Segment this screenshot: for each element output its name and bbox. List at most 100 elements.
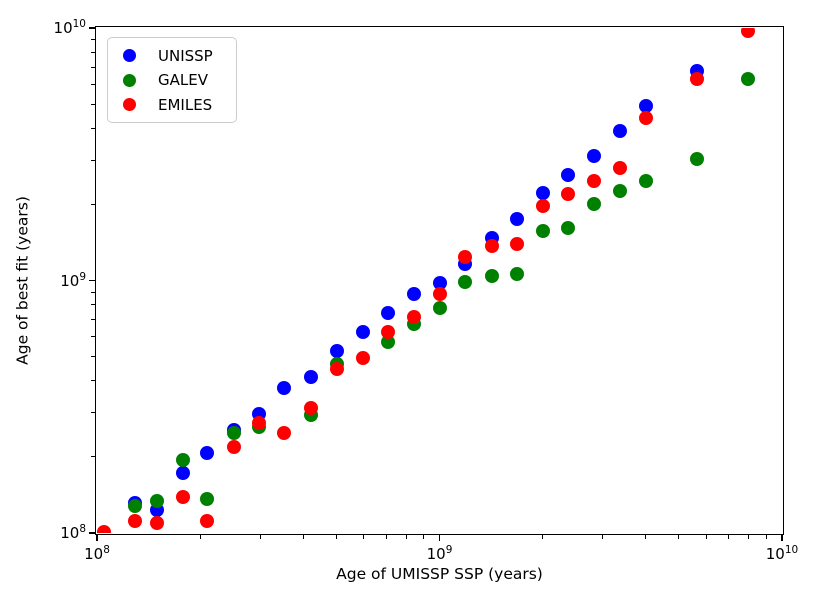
data-point-galev [432,301,447,316]
y-minor-tick [91,159,96,161]
legend: UNISSP GALEV EMILES [107,37,237,123]
data-point-emiles [329,362,344,377]
y-axis-label: Age of best fit (years) [13,196,32,365]
data-point-galev [150,493,165,508]
y-minor-tick [91,319,96,321]
data-point-galev [740,72,755,87]
y-tick-label: 109 [60,270,86,290]
y-tick-label: 1010 [53,18,86,37]
data-point-unissp [381,305,396,320]
x-minor-tick [678,534,680,539]
y-major-tick [88,27,96,29]
data-point-emiles [226,440,241,455]
x-minor-tick [259,534,261,539]
y-minor-tick [91,51,96,53]
data-point-unissp [432,275,447,290]
data-point-emiles [150,515,165,530]
legend-item-galev: GALEV [123,71,236,89]
data-point-galev [175,452,190,467]
data-point-emiles [355,350,370,365]
x-major-tick [438,534,441,542]
y-tick-label: 108 [60,523,86,542]
y-minor-tick [91,356,96,357]
y-minor-tick [91,380,96,382]
data-point-galev [612,183,627,198]
y-minor-tick [91,336,96,338]
y-minor-tick [91,66,96,68]
data-point-emiles [586,173,601,188]
y-minor-tick [91,304,96,306]
data-point-galev [127,498,142,513]
x-minor-tick [542,534,544,539]
y-major-tick [88,279,96,282]
x-minor-tick [405,534,407,539]
x-minor-tick [385,534,387,539]
x-minor-tick [705,534,707,539]
data-point-galev [535,224,550,239]
data-point-galev [638,173,653,188]
data-point-galev [509,267,524,282]
x-tick-label: 109 [426,544,453,563]
legend-marker-galev [123,73,136,87]
data-point-emiles [432,287,447,302]
data-point-emiles [740,28,755,39]
x-minor-tick [602,534,604,539]
legend-label-unissp: UNISSP [158,46,213,65]
data-point-unissp [200,446,215,461]
data-point-emiles [200,513,215,528]
data-point-emiles [612,160,627,175]
x-minor-tick [363,534,365,539]
x-minor-tick [748,534,750,539]
data-point-unissp [586,149,601,164]
y-minor-tick [91,412,96,414]
y-minor-tick [91,103,96,105]
y-minor-tick [91,203,96,205]
x-minor-tick [765,534,767,539]
x-major-tick [781,534,783,542]
y-major-tick [88,532,96,534]
data-point-unissp [175,465,190,480]
x-major-tick [96,534,98,542]
y-minor-tick [91,291,96,293]
data-point-emiles [127,513,142,528]
data-point-emiles [509,236,524,251]
data-point-emiles [277,425,292,440]
legend-marker-unissp [123,49,136,62]
data-point-emiles [458,249,473,264]
data-point-unissp [303,370,318,385]
data-point-unissp [406,287,421,302]
y-minor-tick [91,456,96,458]
x-tick-label: 1010 [765,544,799,563]
x-minor-tick [728,534,730,539]
data-point-unissp [535,185,550,200]
y-minor-tick [91,39,96,41]
data-point-emiles [303,401,318,416]
legend-label-emiles: EMILES [158,95,213,114]
x-minor-tick [645,534,647,539]
data-point-galev [226,425,241,440]
data-point-galev [200,492,215,507]
data-point-unissp [509,212,524,227]
data-point-galev [458,275,473,290]
data-point-emiles [406,310,421,325]
data-point-emiles [638,111,653,126]
data-point-emiles [251,415,266,430]
y-minor-tick [91,83,96,85]
x-minor-tick [199,534,201,539]
data-point-galev [586,197,601,212]
legend-label-galev: GALEV [158,71,208,89]
data-point-unissp [560,167,575,182]
x-minor-tick [302,534,304,539]
data-point-unissp [638,98,653,113]
plot-area [97,28,782,533]
data-point-emiles [560,187,575,202]
legend-item-emiles: EMILES [123,96,236,114]
data-point-unissp [277,381,292,396]
y-minor-tick [91,127,96,129]
x-tick-label: 108 [84,544,110,563]
data-point-unissp [355,324,370,339]
data-point-galev [690,151,705,166]
data-point-unissp [612,123,627,138]
x-axis-label: Age of UMISSP SSP (years) [336,565,543,583]
